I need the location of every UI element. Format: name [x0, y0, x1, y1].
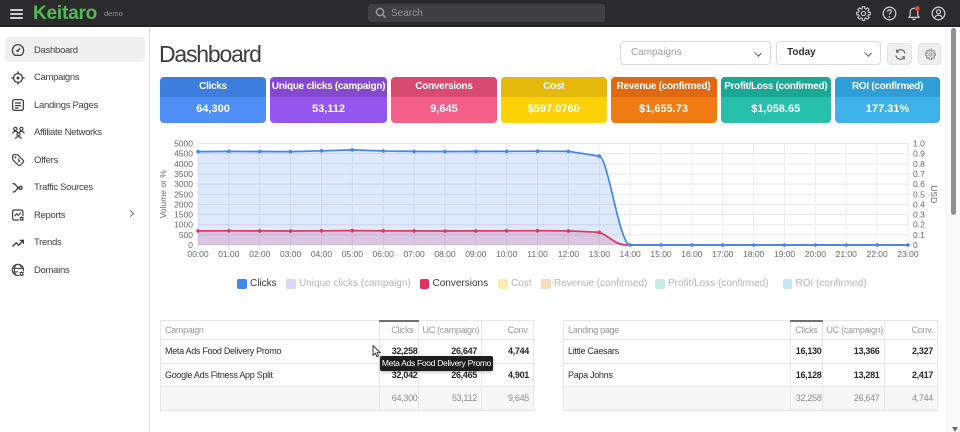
- svg-text:16:00: 16:00: [681, 249, 703, 259]
- svg-text:3000: 3000: [174, 179, 193, 189]
- svg-text:3500: 3500: [174, 169, 193, 179]
- svg-text:0.8: 0.8: [913, 159, 925, 169]
- svg-text:00:00: 00:00: [187, 249, 209, 259]
- svg-text:07:00: 07:00: [403, 249, 425, 259]
- svg-text:0.2: 0.2: [913, 220, 925, 230]
- svg-text:13:00: 13:00: [589, 249, 611, 259]
- svg-text:05:00: 05:00: [342, 249, 364, 259]
- svg-text:19:00: 19:00: [774, 249, 796, 259]
- svg-text:02:00: 02:00: [249, 249, 271, 259]
- svg-text:08:00: 08:00: [434, 249, 456, 259]
- svg-text:500: 500: [179, 230, 193, 240]
- svg-text:17:00: 17:00: [712, 249, 734, 259]
- svg-text:1.0: 1.0: [913, 139, 925, 149]
- svg-text:03:00: 03:00: [280, 249, 302, 259]
- svg-text:11:00: 11:00: [527, 249, 548, 259]
- svg-text:1500: 1500: [174, 210, 193, 220]
- svg-text:23:00: 23:00: [897, 249, 919, 259]
- svg-text:20:00: 20:00: [805, 249, 827, 259]
- svg-text:0.9: 0.9: [913, 149, 925, 159]
- svg-text:5000: 5000: [174, 139, 193, 149]
- svg-text:0: 0: [913, 240, 918, 250]
- svg-text:01:00: 01:00: [218, 249, 240, 259]
- svg-text:0: 0: [188, 240, 193, 250]
- svg-text:10:00: 10:00: [496, 249, 518, 259]
- svg-text:USD: USD: [929, 185, 939, 203]
- svg-text:0.1: 0.1: [913, 230, 925, 240]
- svg-text:2000: 2000: [174, 199, 193, 209]
- svg-text:1000: 1000: [174, 220, 193, 230]
- svg-text:0.3: 0.3: [913, 210, 925, 220]
- svg-text:14:00: 14:00: [620, 249, 642, 259]
- svg-text:Volume or %: Volume or %: [158, 170, 168, 219]
- svg-text:0.5: 0.5: [913, 189, 925, 199]
- svg-text:0.6: 0.6: [913, 179, 925, 189]
- svg-text:22:00: 22:00: [866, 249, 888, 259]
- svg-text:0.7: 0.7: [913, 169, 925, 179]
- svg-text:2500: 2500: [174, 189, 193, 199]
- svg-text:12:00: 12:00: [558, 249, 580, 259]
- svg-text:4500: 4500: [174, 149, 193, 159]
- svg-text:18:00: 18:00: [743, 249, 765, 259]
- svg-text:09:00: 09:00: [465, 249, 487, 259]
- svg-text:06:00: 06:00: [373, 249, 395, 259]
- svg-text:04:00: 04:00: [311, 249, 333, 259]
- svg-text:15:00: 15:00: [650, 249, 672, 259]
- svg-text:4000: 4000: [174, 159, 193, 169]
- svg-text:21:00: 21:00: [836, 249, 858, 259]
- svg-text:0.4: 0.4: [913, 199, 925, 209]
